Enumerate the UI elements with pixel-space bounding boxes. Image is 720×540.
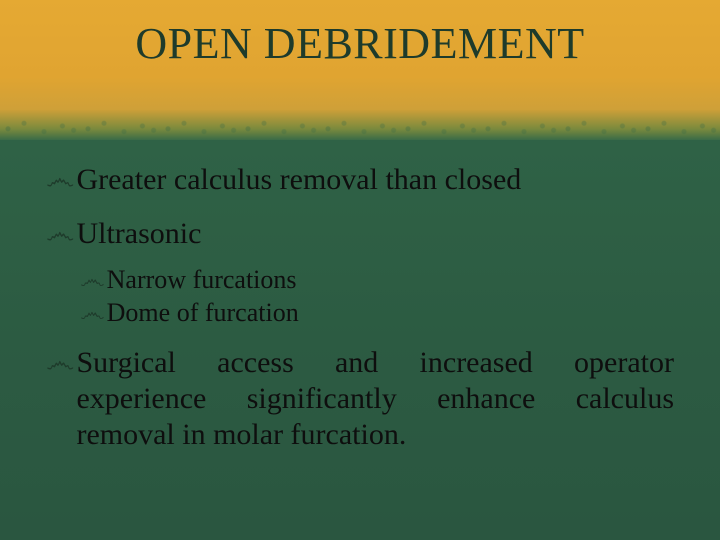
bullet-text: Dome of furcation xyxy=(107,297,674,330)
body-content: ෴ Greater calculus removal than closed ෴… xyxy=(0,140,720,540)
bullet-text: Greater calculus removal than closed xyxy=(76,162,674,198)
bullet-level1: ෴ Greater calculus removal than closed xyxy=(46,162,674,198)
bullet-text: Narrow furcations xyxy=(107,264,674,297)
title-band: OPEN DEBRIDEMENT xyxy=(0,0,720,140)
bullet-level1: ෴ Surgical access and increased operator… xyxy=(46,345,674,453)
bullet-level2: ෴ Dome of furcation xyxy=(80,297,674,330)
bullet-glyph-icon: ෴ xyxy=(46,345,74,381)
bullet-level2: ෴ Narrow furcations xyxy=(80,264,674,297)
bullet-text: Ultrasonic xyxy=(76,216,674,252)
bullet-glyph-icon: ෴ xyxy=(80,264,105,297)
slide-title: OPEN DEBRIDEMENT xyxy=(135,18,584,69)
bullet-glyph-icon: ෴ xyxy=(80,297,105,330)
bullet-glyph-icon: ෴ xyxy=(46,162,74,198)
slide: OPEN DEBRIDEMENT ෴ Greater calculus remo… xyxy=(0,0,720,540)
sub-bullet-block: ෴ Narrow furcations ෴ Dome of furcation xyxy=(46,264,674,329)
bullet-level1: ෴ Ultrasonic xyxy=(46,216,674,252)
bullet-text: Surgical access and increased operator e… xyxy=(76,345,674,453)
bullet-glyph-icon: ෴ xyxy=(46,216,74,252)
